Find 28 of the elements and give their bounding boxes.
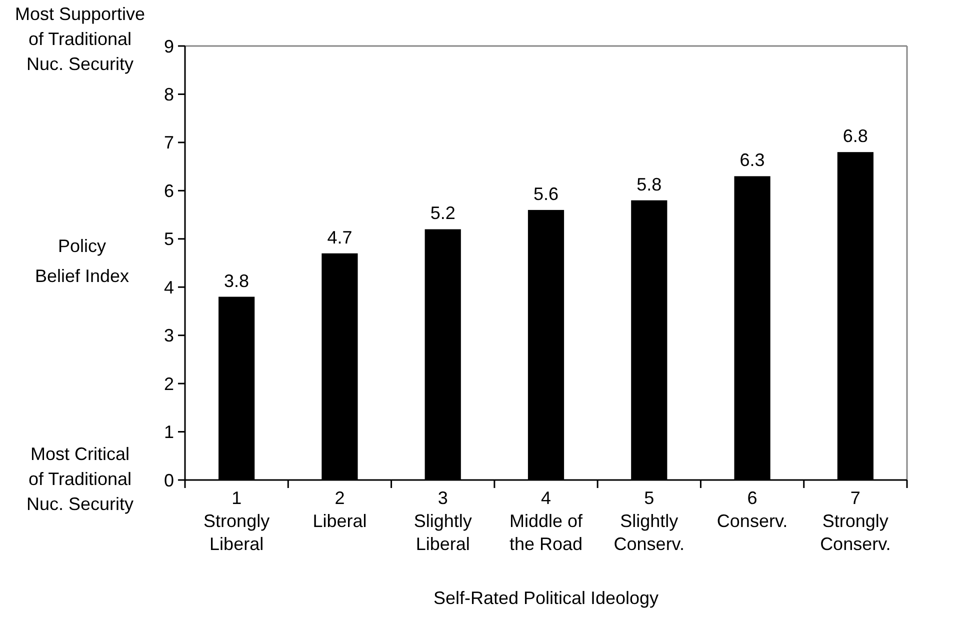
text: Most Supportive of Traditional Nuc. Security xyxy=(14,4,146,74)
x-tick-label: 4 Middle of the Road xyxy=(509,488,584,554)
y-tick-label: 9 xyxy=(164,36,174,56)
y-axis-title: Policy Belief Index xyxy=(34,236,130,286)
y-tick-label: 4 xyxy=(164,277,174,298)
y-tick-label: 3 xyxy=(164,326,174,346)
x-axis-title: Self-Rated Political Ideology xyxy=(433,588,659,608)
y-tick-label: 6 xyxy=(164,180,174,201)
data-label: 6.3 xyxy=(740,150,765,170)
y-tick-label: 5 xyxy=(164,229,174,250)
x-tick-label: 1 Strongly Liberal xyxy=(204,488,270,554)
data-label: 3.8 xyxy=(224,270,250,291)
x-tick-label: 2 Liberal xyxy=(312,488,367,531)
x-tick-label: 5 Slightly Conserv. xyxy=(614,488,684,554)
y-tick-label: 1 xyxy=(164,422,174,442)
data-label: 6.8 xyxy=(842,126,868,146)
data-label: 5.6 xyxy=(533,184,559,204)
x-tick-label: 3 Slightly Liberal xyxy=(414,488,472,554)
y-tick-label: 8 xyxy=(164,84,174,105)
data-label: 5.2 xyxy=(430,203,456,224)
data-label: 5.8 xyxy=(636,174,662,194)
text: Most Critical of Traditional Nuc. Security xyxy=(26,444,134,514)
x-tick-label: 6 Conserv. xyxy=(716,488,788,531)
y-tick-label: 7 xyxy=(164,132,174,153)
y-tick-label: 0 xyxy=(164,470,174,490)
data-label: 4.7 xyxy=(327,227,352,248)
y-tick-label: 2 xyxy=(164,374,174,394)
x-tick-label: 7 Strongly Conserv. xyxy=(820,488,891,554)
